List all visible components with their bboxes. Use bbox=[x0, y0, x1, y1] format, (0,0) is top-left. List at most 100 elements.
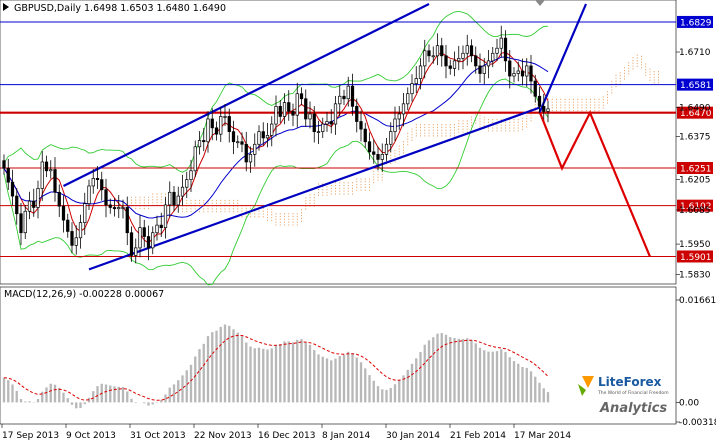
candle-body bbox=[172, 191, 176, 206]
candle-body bbox=[155, 224, 159, 234]
candle-body bbox=[397, 113, 401, 120]
candle-body bbox=[15, 195, 19, 215]
candle-body bbox=[350, 85, 355, 107]
candle-body bbox=[278, 106, 282, 117]
candle-body bbox=[257, 131, 261, 145]
candle-body bbox=[95, 178, 100, 180]
price-tick-label: 1.6205 bbox=[679, 176, 711, 186]
logo-tagline: The World of Financial Freedom bbox=[597, 390, 669, 396]
channel-line bbox=[88, 106, 540, 271]
candle-body bbox=[223, 116, 227, 118]
candle-body bbox=[423, 50, 427, 67]
price-tick-label: 1.5950 bbox=[679, 240, 711, 250]
macd-tick-label: 0.01661 bbox=[679, 296, 716, 306]
candle-body bbox=[91, 178, 95, 187]
candle-body bbox=[346, 85, 350, 100]
candles bbox=[2, 25, 550, 264]
candle-body bbox=[104, 189, 108, 206]
candle-body bbox=[495, 47, 499, 54]
candle-body bbox=[138, 227, 142, 249]
price-level-tag bbox=[677, 162, 713, 175]
macd-histogram bbox=[2, 324, 550, 409]
date-tick-label: 22 Nov 2013 bbox=[194, 431, 252, 441]
price-tick-label: 1.6085 bbox=[679, 206, 711, 216]
logo-mark-icon bbox=[582, 376, 594, 388]
candle-body bbox=[295, 93, 299, 116]
candle-body bbox=[363, 128, 367, 143]
candle-body bbox=[248, 154, 253, 163]
logo-mark-leaf-icon bbox=[578, 384, 586, 396]
candle-body bbox=[384, 143, 389, 155]
candle-body bbox=[406, 93, 410, 105]
candle-body bbox=[516, 70, 520, 74]
candle-body bbox=[503, 37, 508, 62]
candle-body bbox=[163, 204, 168, 229]
price-level-tag bbox=[677, 15, 713, 28]
candle-body bbox=[117, 207, 121, 210]
candle-body bbox=[414, 78, 418, 84]
candle-body bbox=[129, 232, 134, 256]
candle-body bbox=[308, 113, 312, 120]
candle-body bbox=[474, 55, 478, 67]
candle-body bbox=[10, 181, 15, 197]
candle-body bbox=[342, 95, 346, 100]
candle-body bbox=[452, 60, 457, 69]
candle-body bbox=[214, 127, 219, 135]
price-axis: 1.6710 1.6490 1.6375 1.6205 1.6085 1.5950 1.58… bbox=[676, 48, 711, 280]
candle-body bbox=[376, 154, 380, 160]
candle-body bbox=[185, 179, 189, 188]
date-tick-label: 17 Mar 2014 bbox=[514, 431, 571, 441]
candle-body bbox=[435, 45, 440, 57]
candle-body bbox=[512, 73, 516, 77]
candle-body bbox=[197, 140, 202, 148]
date-tick-label: 17 Sep 2013 bbox=[2, 431, 59, 441]
candle-body bbox=[299, 93, 304, 100]
chart-header: GBPUSD,Daily 1.6498 1.6503 1.6480 1.6490 bbox=[3, 0, 545, 14]
price-level-tag-label: 1.6829 bbox=[680, 18, 712, 28]
date-tick-label: 8 Jan 2014 bbox=[322, 431, 370, 441]
scroll-marker-icon[interactable] bbox=[535, 0, 545, 6]
forecast-line bbox=[538, 110, 652, 258]
candle-body bbox=[274, 106, 278, 125]
candle-body bbox=[312, 113, 316, 132]
candle-body bbox=[321, 123, 325, 132]
price-levels: 1.6829 1.6581 1.6470 1.6251 1.6102 1.5901 bbox=[0, 15, 713, 263]
main-panel-frame bbox=[0, 0, 677, 285]
candle-body bbox=[448, 65, 452, 69]
price-level-tag-label: 1.5901 bbox=[680, 253, 712, 263]
candle-body bbox=[83, 203, 87, 223]
candle-body bbox=[520, 70, 525, 77]
date-tick-label: 16 Dec 2013 bbox=[258, 431, 316, 441]
candle-body bbox=[176, 195, 180, 206]
candle-body bbox=[36, 188, 40, 208]
candle-body bbox=[486, 60, 491, 67]
price-level-tag-label: 1.6581 bbox=[680, 81, 712, 91]
macd-signal-line bbox=[3, 334, 549, 401]
channel-line bbox=[63, 3, 430, 187]
candle-body bbox=[146, 236, 151, 249]
candle-body bbox=[380, 154, 384, 160]
candle-body bbox=[151, 232, 155, 249]
candle-body bbox=[61, 205, 66, 221]
price-level-tag bbox=[677, 78, 713, 91]
candle-body bbox=[112, 207, 117, 210]
candle-body bbox=[19, 213, 23, 234]
candle-body bbox=[66, 219, 70, 232]
candle-body bbox=[206, 118, 210, 143]
candle-body bbox=[142, 227, 146, 237]
candle-body bbox=[219, 116, 223, 135]
candle-body bbox=[23, 210, 27, 234]
price-level-tag-label: 1.6251 bbox=[680, 165, 712, 175]
candle-body bbox=[134, 247, 138, 256]
candle-body bbox=[2, 160, 6, 169]
price-level-tag bbox=[677, 106, 713, 119]
candle-body bbox=[291, 111, 295, 116]
candle-body bbox=[491, 52, 495, 62]
candle-body bbox=[338, 95, 342, 105]
candle-body bbox=[108, 204, 112, 208]
candle-body bbox=[533, 80, 537, 97]
candle-body bbox=[49, 169, 53, 172]
candle-body bbox=[410, 83, 414, 95]
